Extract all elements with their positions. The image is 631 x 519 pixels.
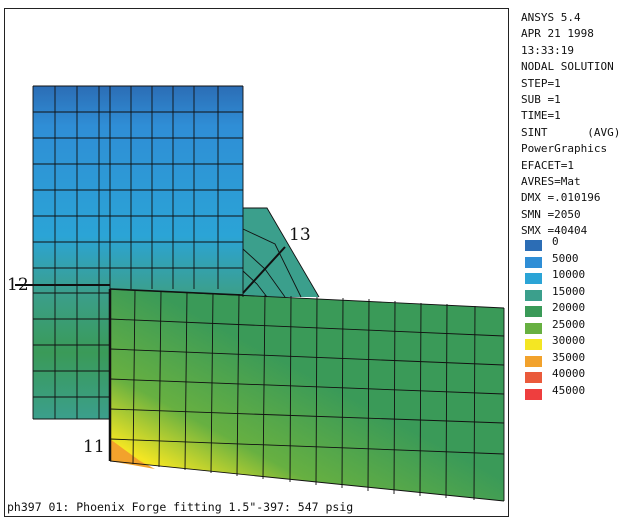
- legend-swatch: [525, 273, 542, 284]
- fe-mesh-plot: [15, 85, 505, 502]
- callout-12: 12: [7, 275, 29, 295]
- legend-label: 15000: [552, 284, 586, 298]
- info-line: ANSYS 5.4: [521, 11, 581, 24]
- info-line: APR 21 1998: [521, 27, 594, 41]
- legend-swatch: [525, 372, 542, 383]
- legend-label: 5000: [552, 251, 579, 265]
- info-line: 13:33:19: [521, 43, 574, 57]
- hot-spot-contour: [110, 439, 155, 469]
- legend-label: 20000: [552, 301, 586, 314]
- legend-swatch: [525, 306, 542, 317]
- info-line: TIME=1: [521, 109, 561, 123]
- legend-swatch: [525, 355, 542, 367]
- info-line: EFACET=1: [521, 158, 574, 172]
- info-line: SMX =40404: [521, 224, 588, 238]
- info-line: SINT (AVG): [521, 125, 621, 139]
- solution-info-panel: ANSYS 5.4 APR 21 1998 13:33:19 NODAL SOLUTI…: [521, 10, 629, 240]
- legend-swatch: [525, 289, 542, 301]
- info-line: NODAL SOLUTION: [521, 60, 614, 74]
- legend-label: 45000: [552, 383, 586, 397]
- legend-swatch: [525, 322, 542, 334]
- info-line: DMX =.010196: [521, 191, 601, 205]
- upper-mesh-lines: [32, 85, 320, 420]
- legend-label: 35000: [552, 350, 586, 364]
- lower-flange-contour: [110, 289, 504, 501]
- callout-13: 13: [289, 225, 311, 245]
- info-line: AVRES=Mat: [521, 175, 581, 189]
- legend-swatch: [525, 240, 542, 251]
- info-line: PowerGraphics: [521, 142, 608, 156]
- legend-label: 10000: [552, 268, 586, 281]
- legend-label: 40000: [552, 367, 586, 380]
- legend-swatch: [525, 256, 542, 268]
- lower-mesh-lines: [109, 288, 505, 502]
- callout-11: 11: [83, 437, 105, 457]
- graphics-window[interactable]: 12 13 11 ph397 01: Phoenix Forge fitting…: [4, 8, 509, 517]
- legend-swatch: [525, 388, 542, 400]
- legend-label: 30000: [552, 334, 586, 347]
- path-line-13: [242, 246, 286, 294]
- plot-caption: ph397 01: Phoenix Forge fitting 1.5"-397…: [7, 500, 354, 514]
- legend-label: 0: [552, 235, 559, 248]
- info-line: STEP=1: [521, 76, 561, 90]
- legend-swatch: [525, 339, 542, 350]
- info-line: SUB =1: [521, 93, 561, 107]
- legend-label: 25000: [552, 317, 586, 331]
- info-line: SMN =2050: [521, 207, 581, 221]
- flange-top-edge: [109, 288, 244, 296]
